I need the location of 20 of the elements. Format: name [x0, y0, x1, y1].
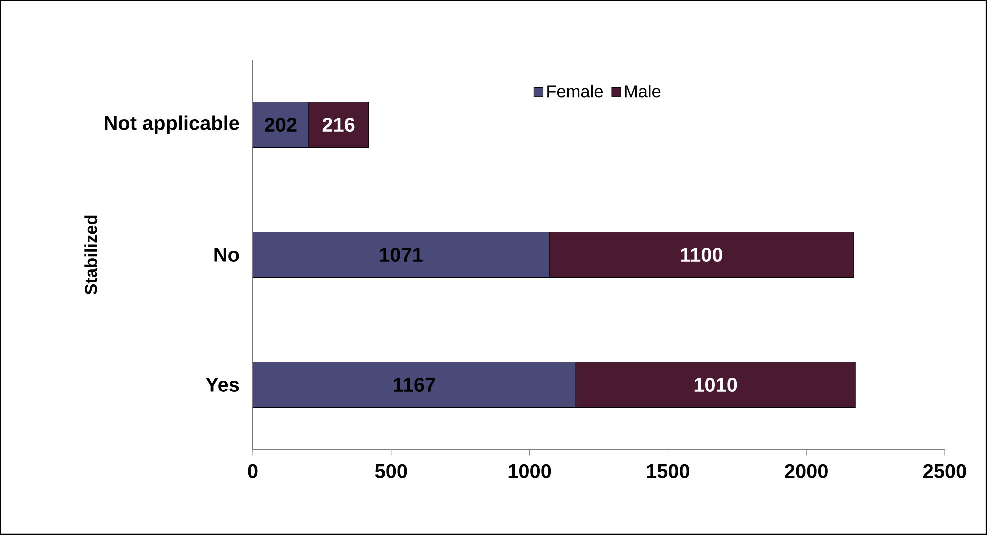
bar [253, 362, 576, 408]
x-tick-label: 1500 [647, 464, 690, 478]
legend-label: Male [625, 85, 661, 98]
data-label: 1071 [380, 248, 423, 262]
x-tick-label: 1000 [508, 464, 552, 478]
x-tick-label: 2000 [785, 464, 828, 478]
y-axis-title: Stabilized [84, 216, 98, 295]
y-tick-label: Not applicable [105, 116, 240, 134]
x-tick-label: 2500 [924, 464, 966, 478]
data-label: 1010 [694, 378, 738, 392]
y-tick-label: No [214, 248, 240, 262]
x-tick-label: 500 [375, 464, 408, 478]
y-tick-label: Yes [206, 378, 240, 392]
data-label: 1100 [681, 248, 722, 262]
legend-label: Female [548, 85, 603, 98]
data-label: 216 [322, 118, 355, 132]
bar [253, 232, 550, 278]
data-label: 1167 [394, 378, 436, 392]
data-label: 202 [265, 118, 297, 132]
x-tick-label: 0 [248, 464, 258, 478]
